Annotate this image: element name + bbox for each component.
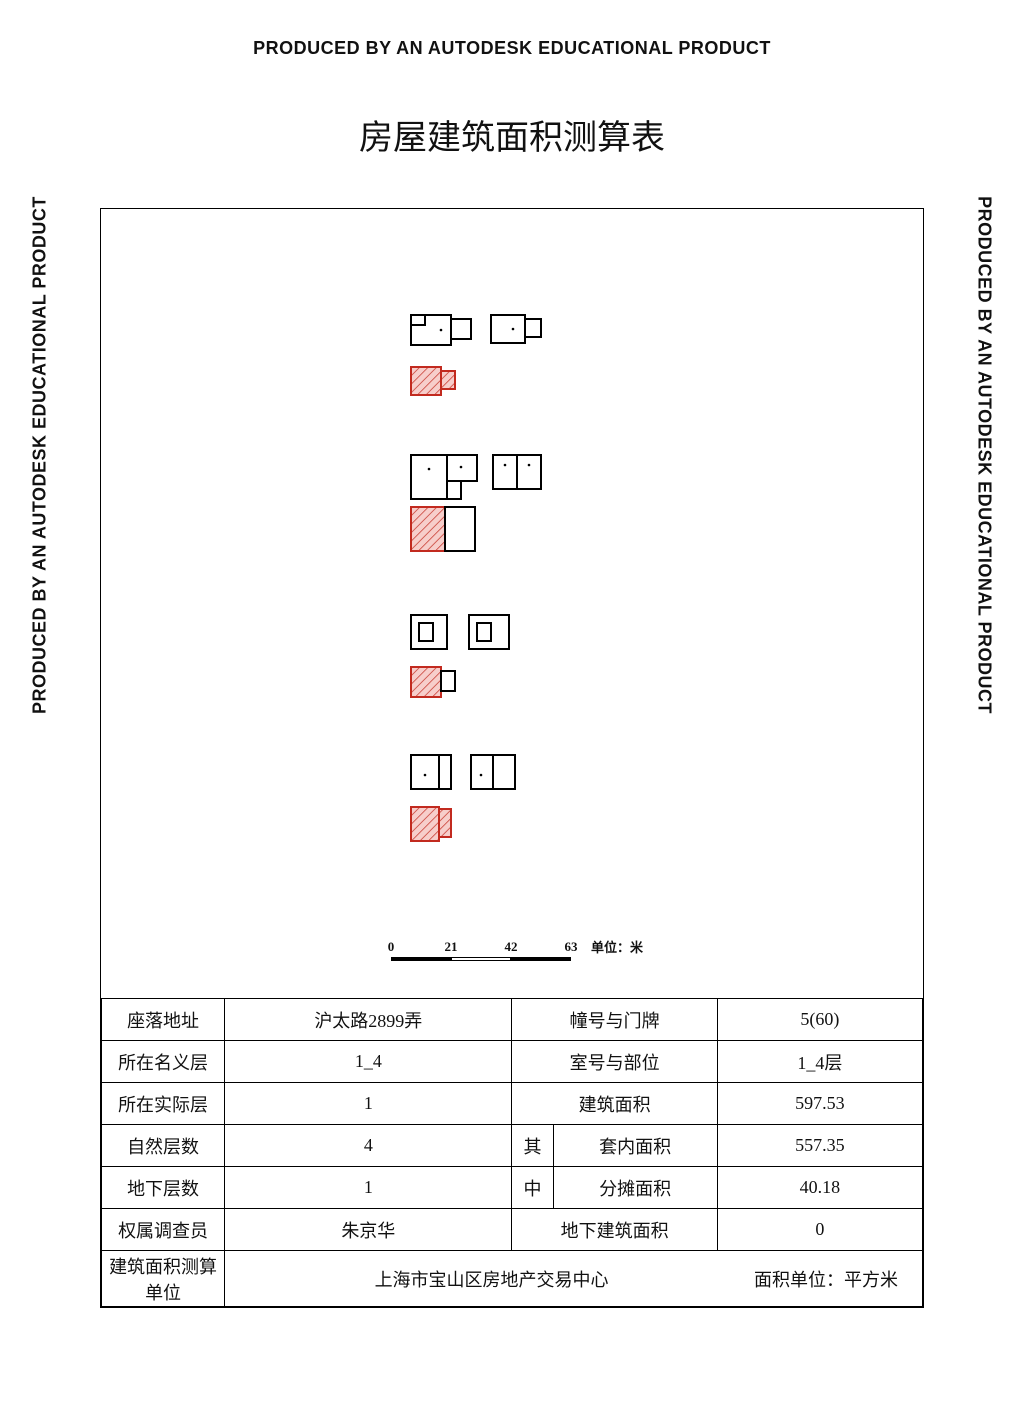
floorplan-group	[401, 749, 621, 879]
watermark-top: PRODUCED BY AN AUTODESK EDUCATIONAL PROD…	[0, 38, 1024, 59]
row-value: 1	[225, 1083, 512, 1125]
table-row: 权属调查员朱京华地下建筑面积0	[102, 1209, 923, 1251]
row-label-2: 建筑面积	[512, 1083, 717, 1125]
scale-segment	[511, 957, 571, 961]
footer-org: 上海市宝山区房地产交易中心	[375, 1266, 609, 1292]
content-frame: 0214263单位：米 座落地址沪太路2899弄幢号与门牌5(60)所在名义层1…	[100, 208, 924, 1308]
row-label: 所在实际层	[102, 1083, 225, 1125]
row-value: 1_4	[225, 1041, 512, 1083]
plan-unit	[411, 755, 439, 789]
scale-mark: 63	[565, 939, 578, 955]
row-label: 座落地址	[102, 999, 225, 1041]
plan-unit	[411, 315, 451, 345]
plan-dot	[504, 464, 507, 467]
plan-unit	[477, 623, 491, 641]
floorplan-group	[401, 609, 621, 739]
row-sublabel-b: 分摊面积	[553, 1167, 717, 1209]
table-row: 所在名义层1_4室号与部位1_4层	[102, 1041, 923, 1083]
plan-dot	[460, 466, 463, 469]
row-label: 所在名义层	[102, 1041, 225, 1083]
page: PRODUCED BY AN AUTODESK EDUCATIONAL PROD…	[0, 0, 1024, 1428]
plan-unit	[517, 455, 541, 489]
row-value: 朱京华	[225, 1209, 512, 1251]
plan-unit	[445, 507, 475, 551]
plan-unit	[493, 755, 515, 789]
row-label: 自然层数	[102, 1125, 225, 1167]
row-sublabel-a: 其	[512, 1125, 553, 1167]
document-title: 房屋建筑面积测算表	[0, 110, 1024, 159]
row-value-2: 597.53	[717, 1083, 922, 1125]
row-value-2: 557.35	[717, 1125, 922, 1167]
plan-dot	[428, 468, 431, 471]
scale-segment	[451, 957, 511, 961]
scale-bar: 0 21 42 63 单位：米	[391, 939, 691, 965]
row-value-2: 0	[717, 1209, 922, 1251]
scale-segment	[391, 957, 451, 961]
row-sublabel-b: 套内面积	[553, 1125, 717, 1167]
plan-unit	[447, 455, 477, 481]
plan-dot	[440, 329, 443, 332]
plan-unit	[493, 455, 517, 489]
floorplan-drawing	[101, 209, 923, 989]
row-value: 1	[225, 1167, 512, 1209]
watermark-right: PRODUCED BY AN AUTODESK EDUCATIONAL PROD…	[974, 196, 995, 714]
plan-unit	[411, 615, 447, 649]
plan-unit	[451, 319, 471, 339]
plan-unit	[441, 671, 455, 691]
plan-unit-highlight	[441, 371, 455, 389]
row-value-2: 1_4层	[717, 1041, 922, 1083]
plan-unit-highlight	[439, 809, 451, 837]
plan-dot	[528, 464, 531, 467]
footer-label: 建筑面积测算单位	[102, 1251, 225, 1307]
plan-unit-highlight	[411, 507, 445, 551]
plan-unit	[469, 615, 509, 649]
data-table: 座落地址沪太路2899弄幢号与门牌5(60)所在名义层1_4室号与部位1_4层所…	[101, 998, 923, 1307]
row-value: 4	[225, 1125, 512, 1167]
plan-unit	[411, 315, 425, 325]
row-sublabel-a: 中	[512, 1167, 553, 1209]
row-value-2: 5(60)	[717, 999, 922, 1041]
plan-unit	[447, 481, 461, 499]
row-label: 权属调查员	[102, 1209, 225, 1251]
table-footer-row: 建筑面积测算单位 上海市宝山区房地产交易中心 面积单位：平方米	[102, 1251, 923, 1307]
footer-unit: 面积单位：平方米	[754, 1266, 898, 1292]
floorplan-group	[401, 309, 621, 439]
row-label: 地下层数	[102, 1167, 225, 1209]
row-label-2: 室号与部位	[512, 1041, 717, 1083]
table-row: 自然层数4其套内面积557.35	[102, 1125, 923, 1167]
row-label-2: 幢号与门牌	[512, 999, 717, 1041]
table-row: 所在实际层1建筑面积597.53	[102, 1083, 923, 1125]
footer-org-cell: 上海市宝山区房地产交易中心 面积单位：平方米	[225, 1251, 923, 1307]
plan-unit-highlight	[411, 807, 439, 841]
row-label-2: 地下建筑面积	[512, 1209, 717, 1251]
scale-mark: 42	[505, 939, 518, 955]
plan-unit	[471, 755, 493, 789]
table-row: 地下层数1中分摊面积40.18	[102, 1167, 923, 1209]
plan-unit	[411, 455, 447, 499]
plan-dot	[512, 328, 515, 331]
scale-mark: 21	[445, 939, 458, 955]
plan-dot	[480, 774, 483, 777]
plan-unit-highlight	[411, 367, 441, 395]
plan-unit-highlight	[411, 667, 441, 697]
floorplan-group	[401, 449, 621, 579]
plan-unit	[491, 315, 525, 343]
plan-unit	[439, 755, 451, 789]
plan-unit	[419, 623, 433, 641]
scale-mark: 0	[388, 939, 395, 955]
plan-unit	[525, 319, 541, 337]
plan-dot	[424, 774, 427, 777]
row-value: 沪太路2899弄	[225, 999, 512, 1041]
table-row: 座落地址沪太路2899弄幢号与门牌5(60)	[102, 999, 923, 1041]
row-value-2: 40.18	[717, 1167, 922, 1209]
watermark-left: PRODUCED BY AN AUTODESK EDUCATIONAL PROD…	[30, 196, 51, 714]
scale-unit-label: 单位：米	[591, 937, 643, 956]
